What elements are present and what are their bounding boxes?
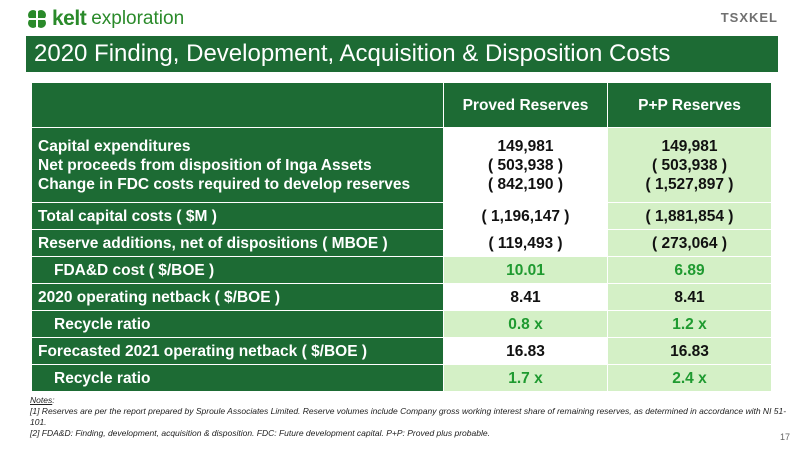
table-header-row: Proved Reserves P+P Reserves — [31, 82, 772, 128]
capex-group-row: Capital expenditures Net proceeds from d… — [31, 127, 772, 203]
pp-inga: ( 503,938 ) — [652, 156, 727, 174]
table-row: FDA&D cost ( $/BOE ) 10.01 6.89 — [31, 256, 772, 284]
row-proved: 0.8 x — [443, 310, 608, 338]
row-label: Total capital costs ( $M ) — [31, 202, 444, 230]
pp-capex: 149,981 — [661, 137, 718, 155]
page-number: 17 — [779, 432, 790, 442]
row-pp: 2.4 x — [607, 364, 772, 392]
capex-pp-values: 149,981 ( 503,938 ) ( 1,527,897 ) — [607, 127, 772, 203]
slide-title: 2020 Finding, Development, Acquisition &… — [26, 36, 778, 72]
notes-heading: Notes — [30, 395, 53, 405]
row-pp: 8.41 — [607, 283, 772, 311]
row-pp: 1.2 x — [607, 310, 772, 338]
row-label: Recycle ratio — [31, 364, 444, 392]
row-label: FDA&D cost ( $/BOE ) — [31, 256, 444, 284]
row-pp: ( 1,881,854 ) — [607, 202, 772, 230]
label-inga-proceeds: Net proceeds from disposition of Inga As… — [38, 156, 372, 174]
table-row: Forecasted 2021 operating netback ( $/BO… — [31, 337, 772, 365]
note-1: [1] Reserves are per the report prepared… — [30, 406, 787, 427]
capex-proved-values: 149,981 ( 503,938 ) ( 842,190 ) — [443, 127, 608, 203]
notes: Notes: [1] Reserves are per the report p… — [30, 395, 800, 439]
label-capital-expenditures: Capital expenditures — [38, 137, 191, 155]
row-pp: 16.83 — [607, 337, 772, 365]
row-proved: 16.83 — [443, 337, 608, 365]
header-proved: Proved Reserves — [443, 82, 608, 128]
kelt-logo: kelt exploration — [26, 6, 184, 32]
row-proved: 8.41 — [443, 283, 608, 311]
row-proved: 1.7 x — [443, 364, 608, 392]
row-proved: 10.01 — [443, 256, 608, 284]
proved-fdc: ( 842,190 ) — [488, 175, 563, 193]
row-pp: ( 273,064 ) — [607, 229, 772, 257]
kelt-clover-icon — [28, 10, 46, 28]
label-fdc-change: Change in FDC costs required to develop … — [38, 175, 411, 193]
pp-fdc: ( 1,527,897 ) — [645, 175, 734, 193]
logo-kelt-text: kelt — [52, 7, 87, 30]
capex-labels: Capital expenditures Net proceeds from d… — [31, 127, 444, 203]
row-proved: ( 1,196,147 ) — [443, 202, 608, 230]
proved-inga: ( 503,938 ) — [488, 156, 563, 174]
table-row: Total capital costs ( $M ) ( 1,196,147 )… — [31, 202, 772, 230]
table-row: 2020 operating netback ( $/BOE ) 8.41 8.… — [31, 283, 772, 311]
row-label: Reserve additions, net of dispositions (… — [31, 229, 444, 257]
costs-table: Proved Reserves P+P Reserves Capital exp… — [31, 82, 772, 392]
header-pp: P+P Reserves — [607, 82, 772, 128]
row-pp: 6.89 — [607, 256, 772, 284]
tsx-ticker: TSXKEL — [720, 10, 778, 25]
row-proved: ( 119,493 ) — [443, 229, 608, 257]
note-2: [2] FDA&D: Finding, development, acquisi… — [30, 428, 490, 438]
row-label: 2020 operating netback ( $/BOE ) — [31, 283, 444, 311]
proved-capex: 149,981 — [497, 137, 554, 155]
table-row: Reserve additions, net of dispositions (… — [31, 229, 772, 257]
table-row: Recycle ratio 1.7 x 2.4 x — [31, 364, 772, 392]
logo-exploration-text: exploration — [91, 8, 185, 29]
header-empty — [31, 82, 444, 128]
row-label: Recycle ratio — [31, 310, 444, 338]
table-row: Recycle ratio 0.8 x 1.2 x — [31, 310, 772, 338]
row-label: Forecasted 2021 operating netback ( $/BO… — [31, 337, 444, 365]
